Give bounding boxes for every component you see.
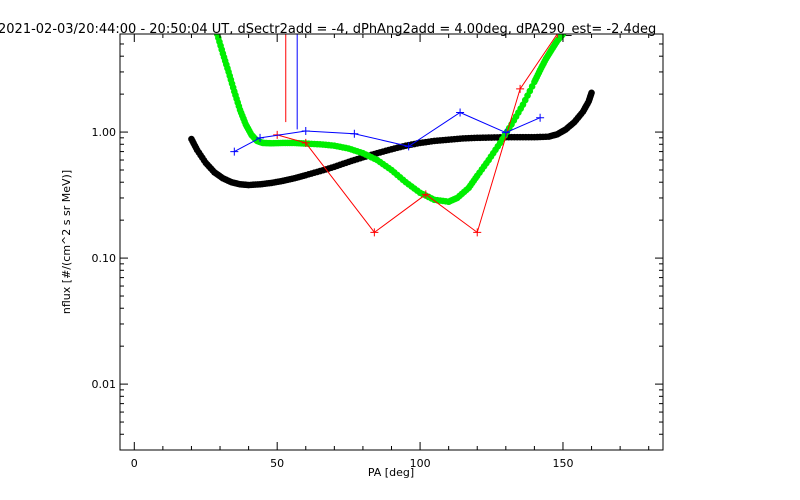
series-3-marker [301,126,310,135]
x-tick-label: 150 [552,457,573,470]
series-2-marker [301,138,310,147]
series-3-marker [501,128,510,137]
series-2-line [277,34,558,234]
series-3-marker [350,129,359,138]
x-axis-label: PA [deg] [368,466,414,479]
y-tick-label: 1.00 [92,126,117,139]
series-3-marker [456,108,465,117]
series-2 [273,34,562,237]
series-2-marker [421,190,430,199]
plot-frame [119,33,664,451]
chart-title: 2021-02-03/20:44:00 - 20:50:04 UT, dSect… [0,22,656,37]
series-2-marker [516,84,525,93]
series-3-marker [256,133,265,142]
x-tick-label: 0 [131,457,138,470]
series-3-marker [230,147,239,156]
series-1 [213,34,567,206]
series-2-marker [370,228,379,237]
series-3-marker [404,142,413,151]
y-tick-label: 0.10 [92,252,117,265]
series-3 [230,108,545,156]
x-tick-label: 100 [410,457,431,470]
ticks-layer: 0 50 100 150 0.01 0.10 1.00 [92,33,663,470]
series-0-point [588,89,595,97]
x-tick-label: 50 [270,457,284,470]
series-2-marker [473,228,482,237]
y-axis-label: nflux [#/(cm^2 s sr MeV)] [60,170,73,314]
series-2-marker [553,34,562,38]
y-tick-label: 0.01 [92,378,117,391]
series-3-line [234,111,541,153]
series-3-marker [536,113,545,122]
series-layer [188,34,595,237]
